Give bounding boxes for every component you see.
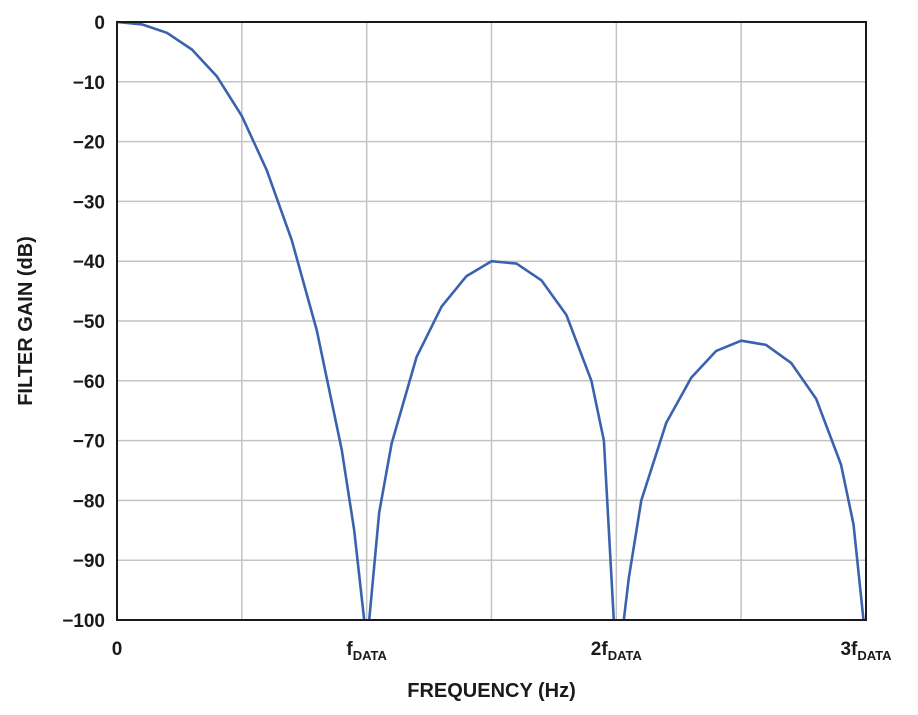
- y-axis-label: FILTER GAIN (dB): [15, 236, 37, 406]
- x-tick-labels: 0 fDATA 2fDATA 3fDATA: [112, 639, 892, 663]
- x-axis-label: FREQUENCY (Hz): [407, 680, 576, 702]
- x-tick-label: fDATA: [346, 639, 387, 663]
- series-line-segment: [116, 20, 366, 621]
- y-tick-label: −40: [73, 252, 105, 273]
- y-tick-label: −20: [73, 133, 105, 154]
- y-tick-label: −50: [73, 312, 105, 333]
- x-tick-label: 3fDATA: [840, 639, 892, 663]
- y-tick-labels: 0 −10 −20 −30 −40 −50 −60 −70 −80 −90 −100: [62, 13, 105, 632]
- x-tick-label: 0: [112, 639, 123, 660]
- y-tick-label: −70: [73, 432, 105, 453]
- y-tick-label: −30: [73, 192, 105, 213]
- y-tick-label: −10: [73, 73, 105, 94]
- y-tick-label: −100: [62, 611, 105, 632]
- series-curves: [116, 20, 865, 621]
- series-line-segment: [622, 339, 865, 621]
- grid-lines: [116, 21, 867, 621]
- x-tick-label: 2fDATA: [591, 639, 643, 663]
- y-tick-label: −60: [73, 372, 105, 393]
- y-tick-label: −80: [73, 491, 105, 512]
- plot-frame: [116, 21, 867, 621]
- y-tick-label: 0: [94, 13, 105, 34]
- series-line-segment: [367, 259, 616, 621]
- y-tick-label: −90: [73, 551, 105, 572]
